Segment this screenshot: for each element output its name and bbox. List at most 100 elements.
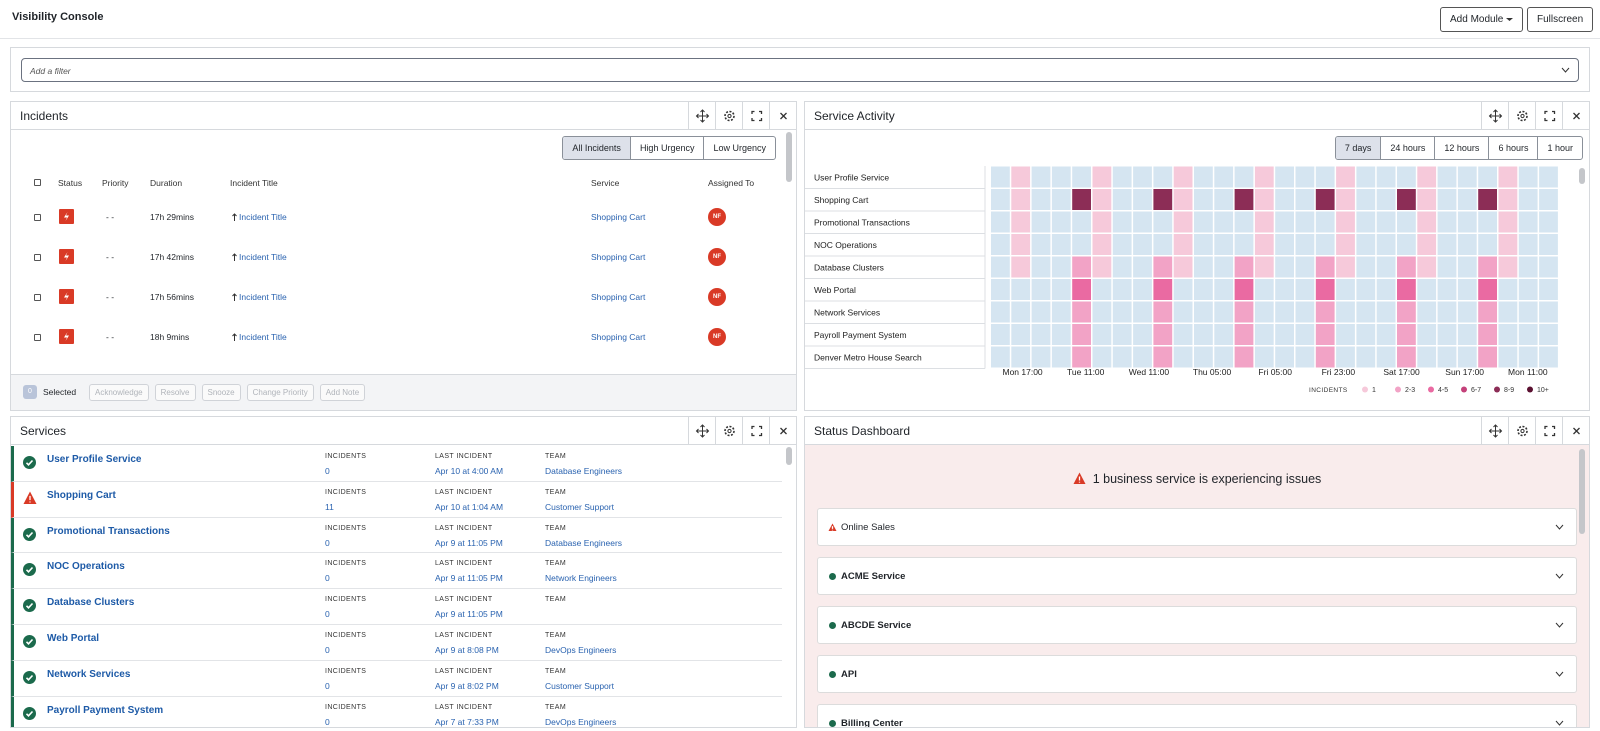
- service[interactable]: Shopping Cart: [591, 252, 646, 262]
- heatmap-cell: [1214, 166, 1234, 188]
- field-value[interactable]: Customer Support: [545, 680, 614, 691]
- heatmap-cell: [1153, 279, 1173, 300]
- settings-icon[interactable]: [715, 102, 742, 130]
- legend-label: 1: [1372, 387, 1376, 394]
- heatmap-cell: [1254, 346, 1274, 368]
- field-value[interactable]: Network Engineers: [545, 573, 617, 584]
- heatmap-cell: [1437, 189, 1457, 210]
- move-icon[interactable]: [688, 417, 715, 445]
- service[interactable]: Shopping Cart: [591, 292, 646, 302]
- heatmap-cell: [991, 256, 1010, 278]
- heatmap-cell: [1194, 234, 1213, 255]
- field-label: TEAM: [545, 703, 567, 711]
- field-value[interactable]: DevOps Engineers: [545, 645, 617, 655]
- segment-button[interactable]: 1 hour: [1537, 137, 1582, 159]
- service[interactable]: Shopping Cart: [591, 212, 646, 222]
- incident-title[interactable]: Incident Title: [239, 252, 287, 262]
- incident-title[interactable]: Incident Title: [239, 212, 287, 222]
- segment-button[interactable]: 24 hours: [1380, 137, 1434, 159]
- bulk-action-button[interactable]: Snooze: [201, 384, 241, 401]
- service-name[interactable]: Payroll Payment System: [47, 704, 164, 716]
- column-header: Service: [591, 178, 620, 188]
- expand-icon[interactable]: [1535, 102, 1562, 130]
- close-icon[interactable]: [1562, 417, 1589, 445]
- expand-icon[interactable]: [1535, 417, 1562, 445]
- heatmap-cell: [1478, 279, 1497, 300]
- bulk-action-button[interactable]: Add Note: [319, 384, 366, 401]
- heatmap-cell: [1539, 189, 1558, 210]
- field-value[interactable]: Customer Support: [545, 501, 614, 512]
- segment-button[interactable]: 6 hours: [1488, 137, 1537, 159]
- heatmap-cell: [1518, 211, 1538, 233]
- business-service-card[interactable]: Billing Center: [817, 704, 1577, 727]
- filter-input[interactable]: Add a filter: [21, 58, 1579, 82]
- heatmap-cell: [1295, 346, 1315, 368]
- select-all-checkbox[interactable]: [34, 179, 41, 186]
- bulk-action-button[interactable]: Resolve: [154, 384, 196, 401]
- service[interactable]: Shopping Cart: [591, 332, 646, 342]
- field-value: Apr 9 at 8:08 PM: [435, 645, 499, 655]
- heatmap-cell: [1295, 189, 1315, 210]
- field-label: LAST INCIDENT: [435, 488, 493, 496]
- heatmap-cell: [1498, 324, 1518, 345]
- row-checkbox[interactable]: [34, 294, 41, 301]
- add-module-button[interactable]: Add Module: [1440, 7, 1524, 32]
- incident-title[interactable]: Incident Title: [239, 332, 287, 342]
- segment-button[interactable]: All Incidents: [563, 137, 630, 159]
- heatmap-cell: [1437, 256, 1457, 278]
- business-service-card[interactable]: ABCDE Service: [817, 606, 1577, 644]
- move-icon[interactable]: [688, 102, 715, 130]
- service-name[interactable]: Promotional Transactions: [47, 525, 170, 537]
- close-icon[interactable]: [769, 102, 796, 130]
- service-name[interactable]: User Profile Service: [47, 454, 142, 465]
- field-value[interactable]: Database Engineers: [545, 466, 623, 476]
- field-label: LAST INCIDENT: [435, 453, 493, 460]
- close-icon[interactable]: [1562, 102, 1589, 130]
- segment-button[interactable]: High Urgency: [629, 137, 704, 159]
- field-value[interactable]: DevOps Engineers: [545, 716, 617, 727]
- business-service-card[interactable]: API: [817, 655, 1577, 693]
- assignee-avatar: NF: [708, 328, 726, 346]
- bulk-action-button[interactable]: Acknowledge: [89, 384, 149, 401]
- service-name[interactable]: Shopping Cart: [47, 489, 116, 501]
- service-name[interactable]: Network Services: [47, 668, 131, 680]
- heatmap-cell: [1133, 211, 1152, 233]
- service-name[interactable]: Database Clusters: [47, 597, 135, 609]
- expand-icon[interactable]: [742, 102, 769, 130]
- panel-title: Status Dashboard: [814, 424, 911, 438]
- field-label: INCIDENTS: [325, 453, 367, 460]
- service-name[interactable]: NOC Operations: [47, 561, 125, 573]
- panel-title: Service Activity: [814, 109, 895, 123]
- row-checkbox[interactable]: [34, 254, 41, 261]
- business-service-card[interactable]: ACME Service: [817, 557, 1577, 595]
- heatmap-cell: [991, 234, 1010, 255]
- fullscreen-button[interactable]: Fullscreen: [1527, 7, 1594, 32]
- row-checkbox[interactable]: [34, 334, 41, 341]
- field-value: 0: [325, 573, 330, 584]
- settings-icon[interactable]: [1508, 102, 1535, 130]
- heatmap-cell: [1376, 211, 1396, 233]
- service-name[interactable]: Web Portal: [47, 633, 100, 644]
- heatmap-cell: [1356, 256, 1376, 278]
- heatmap-cell: [1112, 211, 1132, 233]
- incident-title[interactable]: Incident Title: [239, 292, 287, 302]
- row-label: Payroll Payment System: [814, 330, 907, 340]
- segment-button[interactable]: 7 days: [1335, 137, 1381, 159]
- panel-icons: [688, 417, 796, 445]
- heatmap-cell: [1153, 256, 1173, 278]
- settings-icon[interactable]: [1508, 417, 1535, 445]
- expand-icon[interactable]: [742, 417, 769, 445]
- move-icon[interactable]: [1481, 417, 1508, 445]
- close-icon[interactable]: [769, 417, 796, 445]
- segment-button[interactable]: Low Urgency: [703, 137, 775, 159]
- bulk-action-button[interactable]: Change Priority: [246, 384, 314, 401]
- business-service-card[interactable]: Online Sales: [817, 508, 1577, 546]
- row-checkbox[interactable]: [34, 214, 41, 221]
- assignee-avatar: NF: [708, 208, 726, 226]
- field-value[interactable]: Database Engineers: [545, 537, 623, 548]
- move-icon[interactable]: [1481, 102, 1508, 130]
- segment-button[interactable]: 12 hours: [1434, 137, 1488, 159]
- settings-icon[interactable]: [715, 417, 742, 445]
- column-header: Status: [58, 178, 83, 188]
- heatmap-cell: [1072, 301, 1091, 323]
